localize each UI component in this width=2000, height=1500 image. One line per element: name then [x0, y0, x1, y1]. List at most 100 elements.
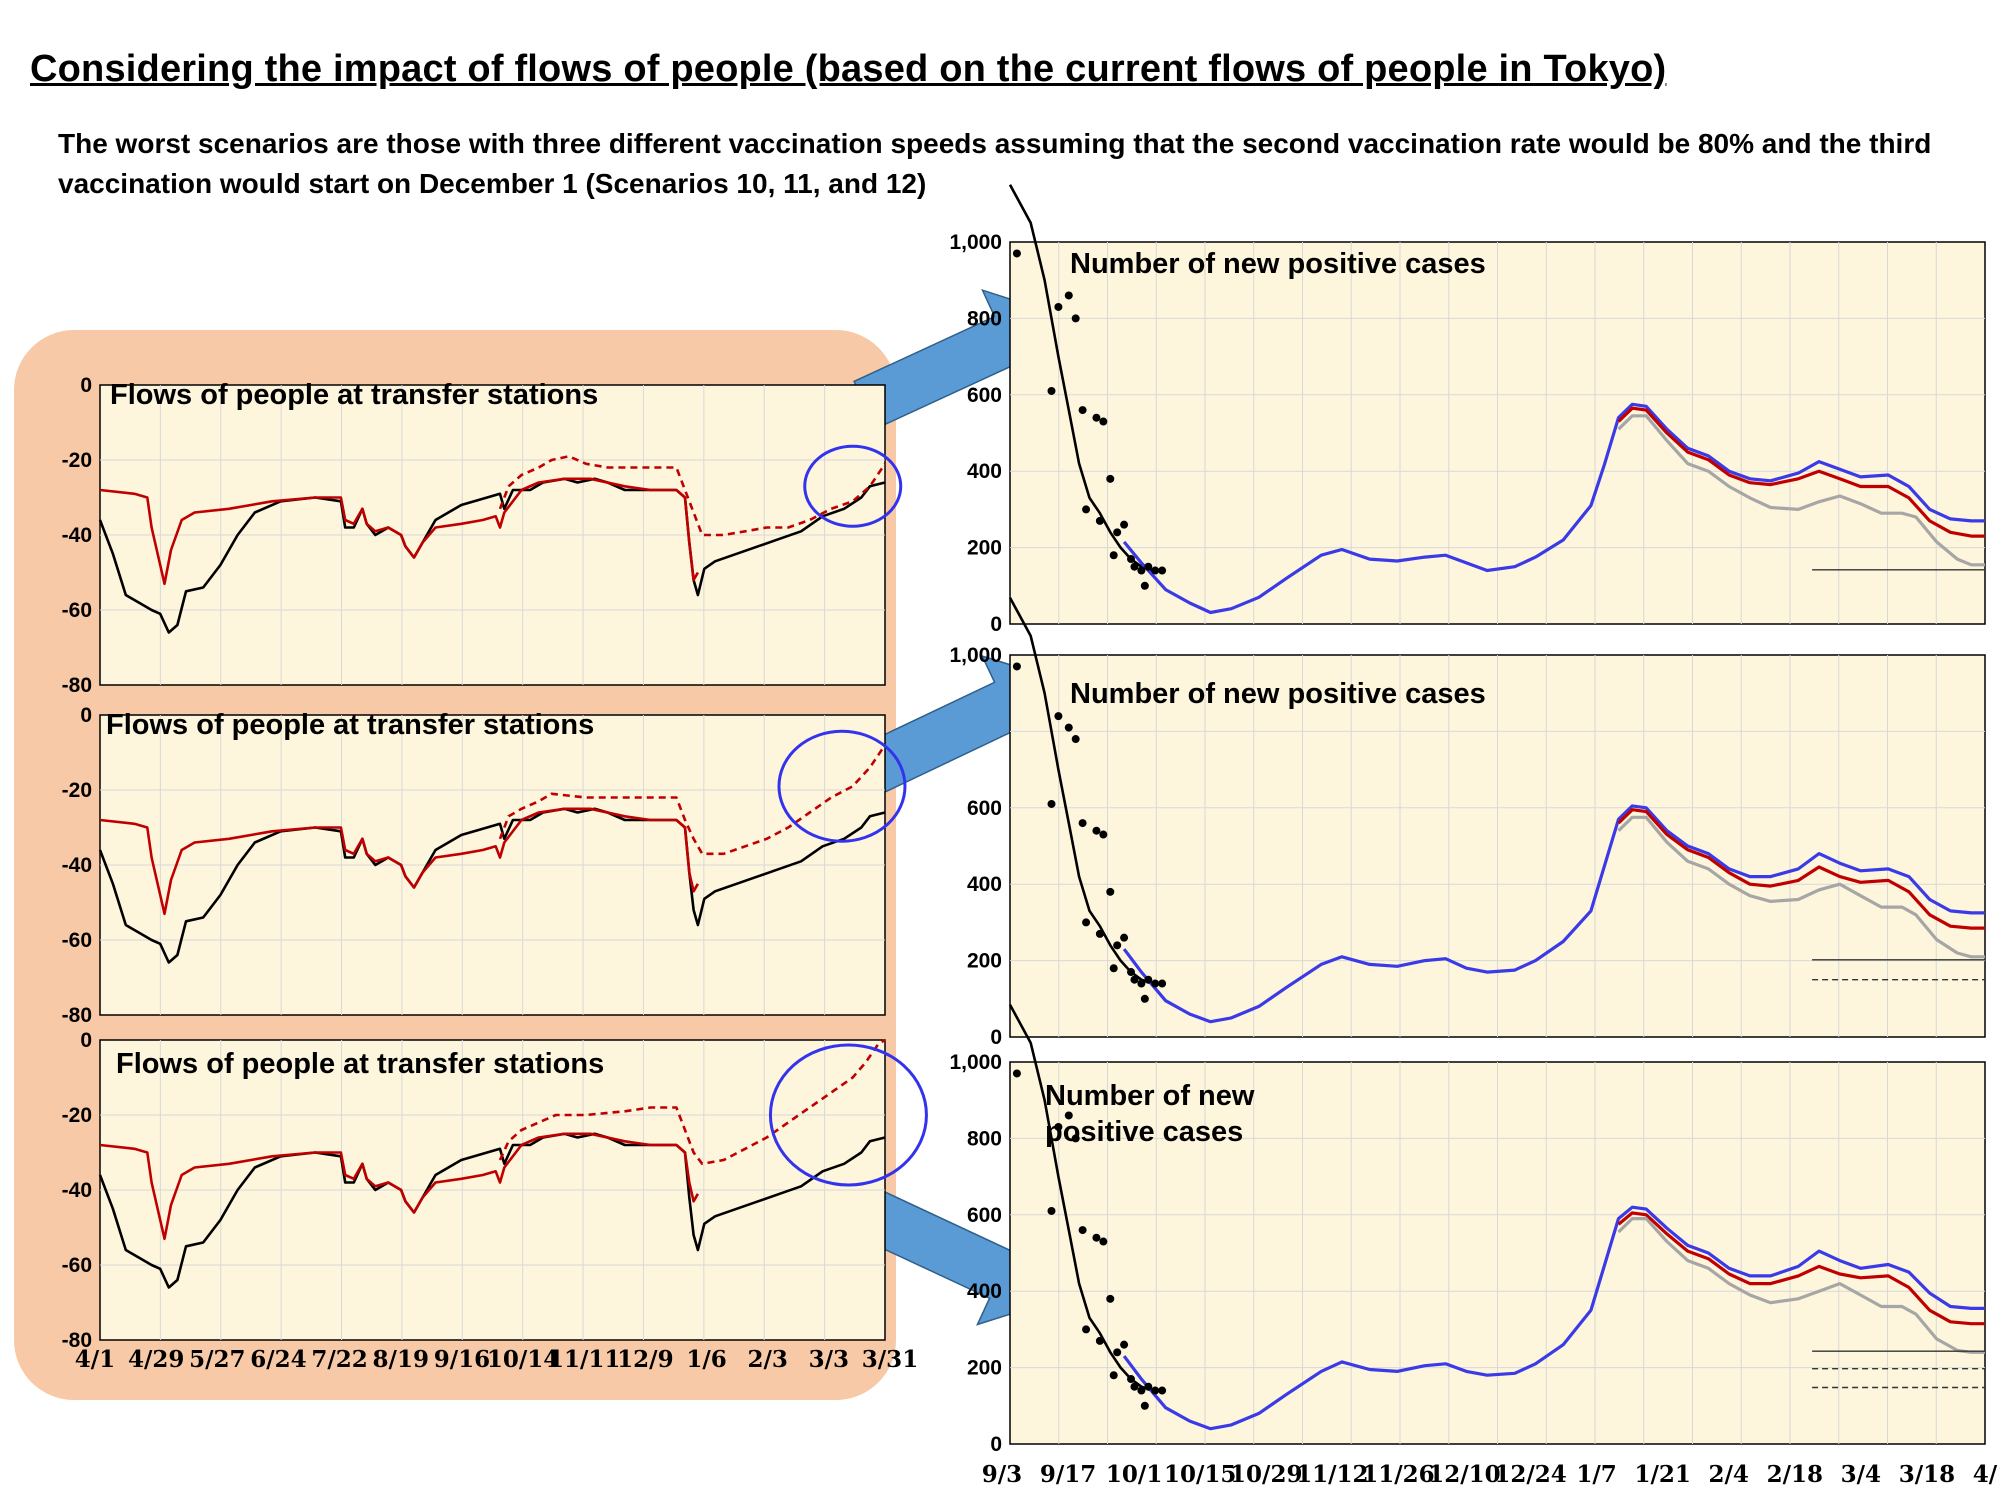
data-point: [1082, 505, 1091, 514]
series-observed: [98, 1132, 886, 1289]
data-point: [1140, 994, 1149, 1003]
x-tick-label: 7/22: [311, 1346, 367, 1373]
x-tick-label: 3/18: [1899, 1461, 1955, 1488]
highlight-circle: [768, 1043, 928, 1187]
y-tick-label: 400: [967, 873, 1002, 896]
y-tick-label: 0: [990, 1433, 1002, 1456]
chart-title: Flows of people at transfer stations: [106, 709, 594, 741]
data-point: [1054, 1122, 1063, 1131]
data-point: [1012, 662, 1021, 671]
y-tick-label: -80: [62, 1329, 92, 1352]
x-tick-label: 2/4: [1709, 1461, 1749, 1488]
data-point: [1109, 964, 1118, 973]
data-point: [1144, 975, 1153, 984]
data-point: [1113, 1348, 1122, 1357]
y-tick-label: 600: [967, 1204, 1002, 1227]
data-point: [1137, 979, 1146, 988]
y-tick-label: 200: [967, 950, 1002, 973]
y-tick-label: 400: [967, 460, 1002, 483]
y-tick-label: 800: [967, 307, 1002, 330]
y-tick-label: -60: [62, 599, 92, 622]
data-point: [1151, 979, 1160, 988]
highlight-circle: [777, 729, 907, 843]
data-point: [1140, 581, 1149, 590]
data-point: [1099, 417, 1108, 426]
data-point: [1130, 1382, 1139, 1391]
page-subtitle: The worst scenarios are those with three…: [58, 128, 1932, 199]
y-tick-label: -20: [62, 779, 92, 802]
series-observed: [98, 477, 886, 634]
x-tick-label: 5/27: [189, 1346, 245, 1373]
data-point: [1082, 1325, 1091, 1334]
x-tick-label: 2/3: [747, 1346, 787, 1373]
x-tick-label: 11/26: [1362, 1461, 1434, 1488]
data-point: [1078, 819, 1087, 828]
data-point: [1047, 1206, 1056, 1215]
chart-flows-3: 0 -20 -40 -60 -804/1 4/29 5/27 6/24 7/22 8/19 9/16…: [62, 1029, 928, 1373]
y-tick-label: 0: [990, 1026, 1002, 1049]
chart-flows-1: 0 -20 -40 -60 -80 Flows of people at transfer…: [62, 374, 903, 697]
x-tick-label: 4/1: [1973, 1461, 2000, 1488]
x-tick-label: 8/19: [373, 1346, 429, 1373]
x-tick-label: 11/11: [548, 1346, 620, 1373]
data-point: [1120, 1340, 1129, 1349]
page-title: Considering the impact of flows of peopl…: [30, 48, 1667, 90]
data-point: [1095, 516, 1104, 525]
data-point: [1095, 929, 1104, 938]
x-tick-label: 6/24: [250, 1346, 306, 1373]
data-point: [1047, 386, 1056, 395]
data-point: [1092, 413, 1101, 422]
data-point: [1092, 1233, 1101, 1242]
data-point: [1158, 566, 1167, 575]
data-point: [1078, 406, 1087, 415]
chart-cases-1: 1,000 800 600 400 200 0 Number of new positive…: [949, 184, 1986, 636]
x-tick-label: 12/24: [1494, 1461, 1566, 1488]
x-tick-label: 11/12: [1296, 1461, 1368, 1488]
series-current: [99, 1132, 700, 1241]
data-point: [1127, 1375, 1136, 1384]
chart-title: Number of new positive cases: [1070, 678, 1486, 710]
chart-title: Number of new positive cases: [1070, 248, 1486, 280]
series-current: [99, 477, 700, 586]
data-point: [1106, 887, 1115, 896]
y-tick-label: 600: [967, 797, 1002, 820]
y-tick-label: 0: [80, 1029, 92, 1052]
series-current-dashed: [498, 1038, 886, 1166]
data-point: [1092, 826, 1101, 835]
y-tick-label: -80: [62, 1004, 92, 1027]
x-tick-label: 9/16: [434, 1346, 490, 1373]
data-point: [1144, 562, 1153, 571]
x-tick-label: 1/21: [1634, 1461, 1690, 1488]
data-point: [1054, 712, 1063, 721]
y-tick-label: -20: [62, 1104, 92, 1127]
chart-cases-2: 1,000 600 400 200 0 Number of new positive ca…: [949, 597, 1986, 1049]
data-point: [1099, 1237, 1108, 1246]
y-tick-label: 200: [967, 537, 1002, 560]
data-point: [1140, 1401, 1149, 1410]
x-tick-label: 3/31: [862, 1346, 918, 1373]
data-point: [1106, 1294, 1115, 1303]
data-point: [1047, 799, 1056, 808]
x-tick-label: 1/6: [686, 1346, 726, 1373]
highlight-circle: [803, 444, 903, 528]
x-tick-label: 10/29: [1230, 1461, 1302, 1488]
data-point: [1095, 1336, 1104, 1345]
grid: [1010, 242, 1985, 624]
y-tick-label: 1,000: [949, 1051, 1002, 1074]
data-point: [1099, 830, 1108, 839]
y-tick-label: 200: [967, 1357, 1002, 1380]
data-point: [1113, 528, 1122, 537]
y-tick-label: 0: [990, 613, 1002, 636]
x-tick-label: 3/4: [1841, 1461, 1881, 1488]
data-point: [1064, 723, 1073, 732]
data-point: [1144, 1382, 1153, 1391]
grid: [100, 715, 885, 1015]
y-tick-label: 0: [80, 374, 92, 397]
series-scenario-red: [1617, 1211, 1985, 1326]
data-point: [1113, 941, 1122, 950]
x-tick-label: 4/1: [75, 1346, 115, 1373]
data-point: [1151, 1386, 1160, 1395]
data-point: [1071, 735, 1080, 744]
data-point: [1158, 1386, 1167, 1395]
